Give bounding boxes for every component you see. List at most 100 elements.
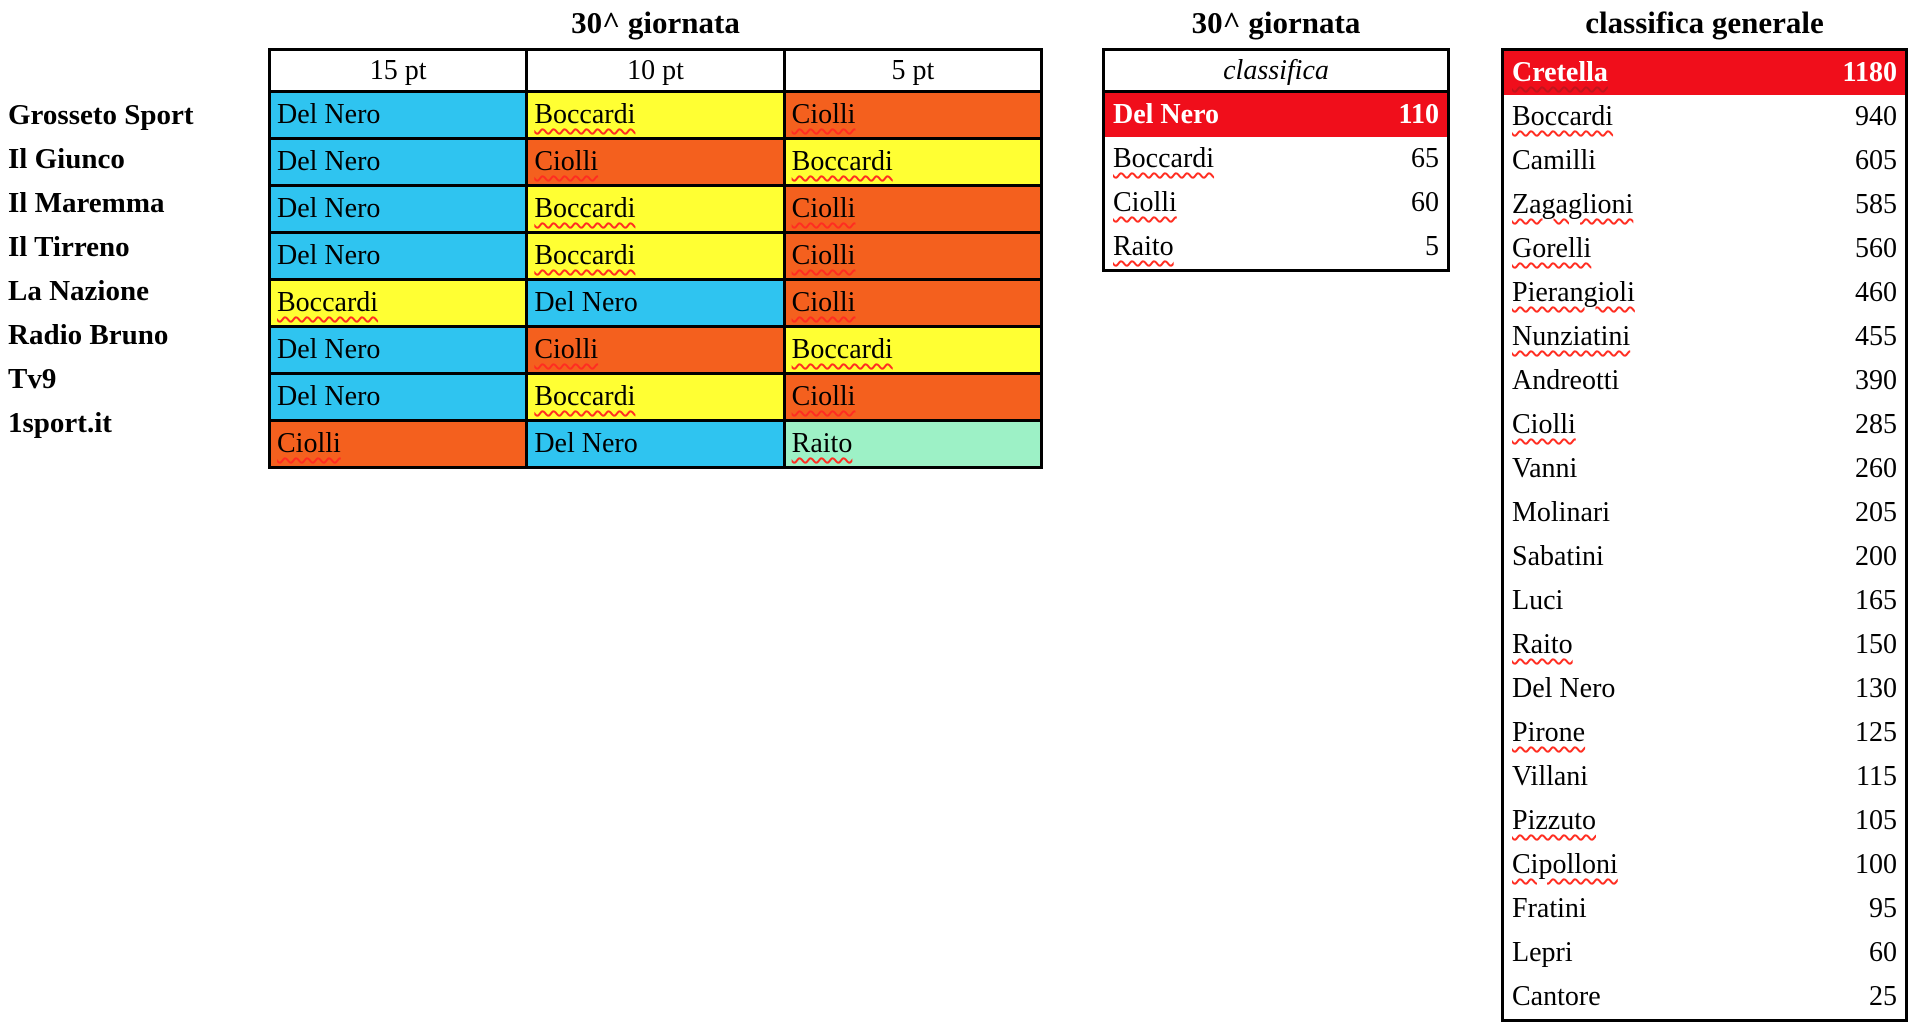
pick-name: Boccardi (791, 334, 893, 365)
points-cell: 5 (1425, 231, 1439, 262)
matchday-ranking-title: 30^ giornata (1191, 5, 1361, 40)
points-cell: 125 (1855, 717, 1897, 748)
pick-cell: Del Nero (267, 372, 529, 422)
player-name: Boccardi (1512, 101, 1614, 132)
points-cell: 585 (1855, 189, 1897, 220)
pick-cell: Del Nero (267, 231, 529, 281)
player-name: Pirone (1512, 717, 1586, 748)
name-cell: Pizzuto (1503, 799, 1806, 843)
points-cell: 205 (1855, 497, 1897, 528)
name-cell: Camilli (1503, 139, 1806, 183)
ranking-row: Vanni 260 (1503, 447, 1907, 491)
ranking-row: Cipolloni 100 (1503, 843, 1907, 887)
player-name: Pierangioli (1512, 277, 1635, 308)
pick-name: Ciolli (534, 334, 599, 365)
points-cell: 100 (1855, 849, 1897, 880)
player-name: Molinari (1512, 497, 1610, 528)
pick-name: Ciolli (791, 240, 856, 271)
pick-name: Del Nero (277, 240, 381, 271)
pick-cell: Del Nero (525, 278, 786, 328)
source-label-il-giunco: Il Giunco (8, 143, 125, 175)
name-cell: Zagaglioni (1503, 183, 1806, 227)
points-cell: 560 (1855, 233, 1897, 264)
name-cell: Gorelli (1503, 227, 1806, 271)
matchday-table-title: 30^ giornata (571, 5, 740, 40)
points-cell: 455 (1855, 321, 1897, 352)
player-name: Ciolli (1512, 409, 1576, 440)
points-cell: 115 (1856, 761, 1897, 792)
pick-cell: Ciolli (525, 325, 786, 375)
name-cell: Cretella (1503, 50, 1806, 96)
ranking-row: Fratini 95 (1503, 887, 1907, 931)
name-cell: Pierangioli (1503, 271, 1806, 315)
points-cell: 150 (1855, 629, 1897, 660)
pick-name: Boccardi (534, 240, 636, 271)
matchday-ranking-table: classifica Del Nero 110 Boccardi 65 Ciol… (1102, 48, 1450, 272)
name-cell: Cantore (1503, 975, 1806, 1021)
points-cell: 285 (1855, 409, 1897, 440)
pick-name: Boccardi (277, 287, 379, 318)
ranking-row: Ciolli 285 (1503, 403, 1907, 447)
player-name: Raito (1113, 231, 1174, 262)
points-cell: 65 (1411, 143, 1439, 174)
player-name: Ciolli (1113, 187, 1177, 218)
pick-name: Del Nero (534, 287, 638, 318)
table-row: Del Nero Boccardi Ciolli (267, 184, 1044, 234)
points-cell: 60 (1411, 187, 1439, 218)
pick-cell: Ciolli (525, 137, 786, 187)
points-cell: 390 (1855, 365, 1897, 396)
pick-name: Boccardi (791, 146, 893, 177)
pick-cell: Boccardi (782, 325, 1044, 375)
points-cell: 605 (1855, 145, 1897, 176)
ranking-row: Pizzuto 105 (1503, 799, 1907, 843)
points-cell: 200 (1855, 541, 1897, 572)
source-label-il-maremma: Il Maremma (8, 187, 165, 219)
pick-cell: Ciolli (782, 372, 1044, 422)
player-name: Pizzuto (1512, 805, 1596, 836)
ranking-row: Luci 165 (1503, 579, 1907, 623)
source-label-tv9: Tv9 (8, 363, 57, 395)
name-cell: Cipolloni (1503, 843, 1806, 887)
matchday-picks-table: 15 pt 10 pt 5 pt Del Nero Boccardi Cioll… (267, 48, 1044, 469)
pick-name: Del Nero (277, 334, 381, 365)
table-row: Del Nero Boccardi Ciolli (267, 372, 1044, 422)
pick-name: Del Nero (534, 428, 638, 459)
table-row: Del Nero Ciolli Boccardi (267, 137, 1044, 187)
source-label-radio-bruno: Radio Bruno (8, 319, 169, 351)
points-cell: 105 (1855, 805, 1897, 836)
pick-cell: Ciolli (782, 231, 1044, 281)
classifica-header: classifica (1103, 49, 1449, 93)
source-label-grosseto-sport: Grosseto Sport (8, 99, 194, 131)
table-row: Ciolli Del Nero Raito (267, 419, 1044, 469)
source-label-column: Grosseto Sport Il Giunco Il Maremma Il T… (8, 93, 194, 445)
name-cell: Andreotti (1503, 359, 1806, 403)
pick-name: Ciolli (791, 381, 856, 412)
ranking-row: Raito 5 (1104, 225, 1449, 271)
name-cell: Luci (1503, 579, 1806, 623)
name-cell: Boccardi (1503, 95, 1806, 139)
points-cell: 110 (1398, 99, 1439, 130)
player-name: Fratini (1512, 893, 1587, 924)
name-cell: Raito (1503, 623, 1806, 667)
pick-cell: Boccardi (267, 278, 529, 328)
player-name: Cantore (1512, 981, 1601, 1012)
ranking-row: Pirone 125 (1503, 711, 1907, 755)
points-cell: 25 (1869, 981, 1897, 1012)
column-header-10pt: 10 pt (525, 48, 786, 93)
ranking-row: Boccardi 65 (1104, 137, 1449, 181)
pick-name: Ciolli (791, 99, 856, 130)
header-row: classifica (1103, 49, 1449, 93)
name-cell: Fratini (1503, 887, 1806, 931)
pick-name: Del Nero (277, 193, 381, 224)
ranking-row: Lepri 60 (1503, 931, 1907, 975)
name-cell: Boccardi (1104, 137, 1277, 181)
pick-name: Ciolli (277, 428, 341, 459)
pick-cell: Ciolli (782, 90, 1044, 140)
pick-cell: Boccardi (525, 184, 786, 234)
player-name: Camilli (1512, 145, 1596, 176)
pick-cell: Boccardi (525, 231, 786, 281)
column-header-5pt: 5 pt (782, 48, 1044, 93)
player-name: Andreotti (1512, 365, 1620, 396)
player-name: Lepri (1512, 937, 1573, 968)
